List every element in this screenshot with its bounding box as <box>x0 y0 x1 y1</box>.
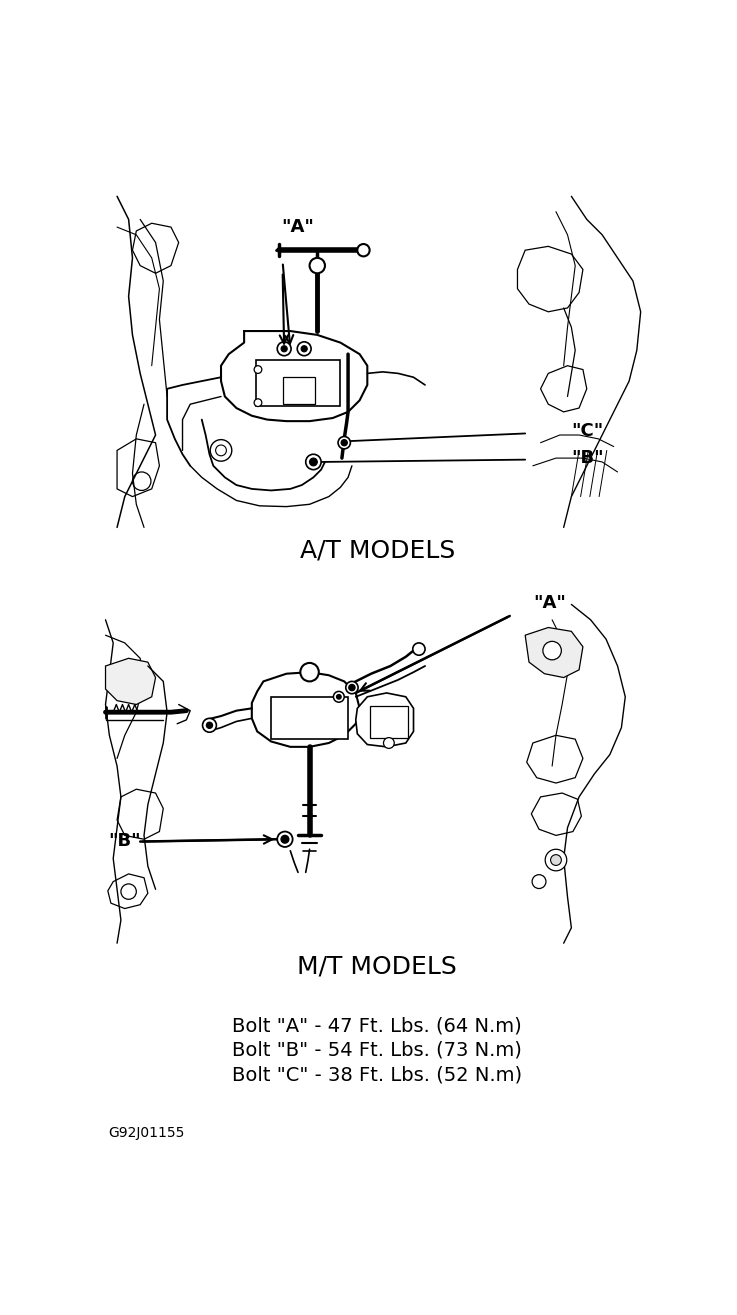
Polygon shape <box>356 693 413 747</box>
Polygon shape <box>105 659 156 705</box>
Bar <box>256 359 340 406</box>
Circle shape <box>337 694 341 700</box>
Circle shape <box>543 642 562 660</box>
Text: A/T MODELS: A/T MODELS <box>300 539 455 563</box>
Circle shape <box>545 849 567 871</box>
Bar <box>282 377 315 404</box>
Circle shape <box>346 681 358 694</box>
Circle shape <box>349 685 355 690</box>
Text: Bolt "C" - 38 Ft. Lbs. (52 N.m): Bolt "C" - 38 Ft. Lbs. (52 N.m) <box>232 1065 523 1085</box>
Bar <box>271 697 348 739</box>
Circle shape <box>333 692 344 702</box>
Text: G92J01155: G92J01155 <box>108 1126 184 1140</box>
Circle shape <box>297 342 311 355</box>
Circle shape <box>203 718 217 732</box>
Circle shape <box>310 458 317 466</box>
Circle shape <box>301 663 319 681</box>
Circle shape <box>277 342 291 355</box>
Circle shape <box>338 437 350 448</box>
Text: "B": "B" <box>571 450 604 467</box>
Text: "C": "C" <box>571 422 604 441</box>
Circle shape <box>413 643 425 655</box>
Circle shape <box>551 855 562 865</box>
Circle shape <box>254 398 262 406</box>
Circle shape <box>357 245 370 256</box>
Polygon shape <box>525 627 583 677</box>
Circle shape <box>310 258 325 274</box>
Circle shape <box>254 366 262 373</box>
Text: "B": "B" <box>108 832 141 849</box>
Circle shape <box>277 831 293 847</box>
Circle shape <box>281 346 287 352</box>
Circle shape <box>206 722 212 729</box>
Circle shape <box>341 439 347 446</box>
Circle shape <box>306 454 321 469</box>
Circle shape <box>383 738 394 748</box>
Circle shape <box>532 874 546 889</box>
Circle shape <box>301 346 307 352</box>
Bar <box>370 706 408 739</box>
Polygon shape <box>252 672 360 747</box>
Text: "A": "A" <box>282 218 315 237</box>
Text: M/T MODELS: M/T MODELS <box>298 955 457 978</box>
Text: Bolt "B" - 54 Ft. Lbs. (73 N.m): Bolt "B" - 54 Ft. Lbs. (73 N.m) <box>232 1041 523 1060</box>
Text: "A": "A" <box>533 594 566 611</box>
Circle shape <box>281 835 289 843</box>
Text: Bolt "A" - 47 Ft. Lbs. (64 N.m): Bolt "A" - 47 Ft. Lbs. (64 N.m) <box>232 1016 523 1035</box>
